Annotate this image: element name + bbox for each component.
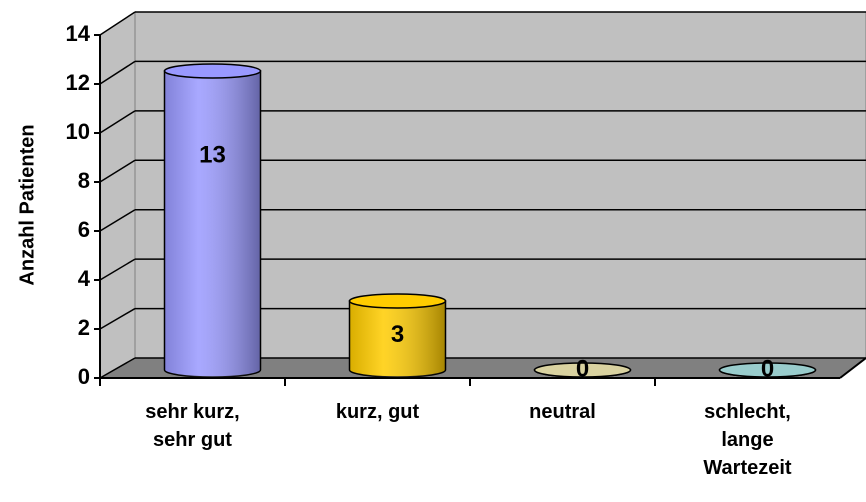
value-label: 3 bbox=[391, 321, 404, 348]
y-tick-label: 2 bbox=[78, 315, 90, 340]
y-tick-label: 8 bbox=[78, 168, 90, 193]
x-tick-label: neutral bbox=[529, 401, 596, 423]
y-axis-title: Anzahl Patienten bbox=[16, 124, 38, 285]
bar bbox=[533, 362, 632, 378]
x-tick-label: schlecht, lange Wartezeit bbox=[703, 401, 792, 479]
side-wall bbox=[99, 11, 136, 379]
grid-line-side bbox=[99, 357, 136, 379]
y-tick-label: 12 bbox=[66, 70, 90, 95]
bar-top bbox=[163, 63, 262, 79]
value-label: 13 bbox=[199, 141, 226, 168]
bar-shade bbox=[164, 71, 261, 377]
grid-line-side bbox=[99, 11, 136, 36]
y-tick-label: 10 bbox=[66, 119, 90, 144]
x-tick-label: kurz, gut bbox=[335, 401, 420, 423]
bar-top bbox=[718, 362, 817, 378]
bar bbox=[163, 63, 262, 378]
value-label: 0 bbox=[576, 355, 589, 382]
y-tick-label: 4 bbox=[78, 266, 91, 291]
value-label: 0 bbox=[761, 355, 774, 382]
grid-line-side bbox=[99, 209, 136, 232]
bar bbox=[348, 293, 447, 378]
grid-line-side bbox=[99, 110, 136, 134]
grid-line-side bbox=[99, 258, 136, 281]
y-tick-label: 0 bbox=[78, 364, 90, 389]
x-axis-end bbox=[839, 357, 866, 379]
grid-line-side bbox=[99, 159, 136, 183]
bar-top bbox=[533, 362, 632, 378]
grid-line-side bbox=[99, 60, 136, 85]
y-tick-label: 14 bbox=[66, 21, 91, 46]
bar-shade bbox=[349, 301, 446, 377]
bar bbox=[718, 362, 817, 378]
grid-line-side bbox=[99, 307, 136, 330]
bar-top bbox=[348, 293, 447, 309]
floor bbox=[100, 358, 866, 378]
y-tick-label: 6 bbox=[78, 217, 90, 242]
x-tick-label: sehr kurz, sehr gut bbox=[145, 401, 240, 451]
